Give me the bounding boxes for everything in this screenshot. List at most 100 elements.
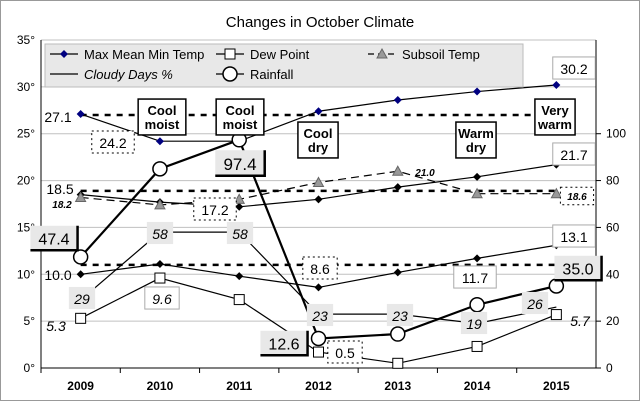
label-box	[91, 130, 135, 154]
legend-label: Dew Point	[250, 47, 310, 62]
data-label-text: 10.0	[44, 267, 71, 283]
diamond-marker	[76, 110, 85, 119]
data-label-text: 5.3	[46, 318, 66, 334]
data-label-text: 21.0	[414, 168, 435, 179]
data-label: 47.4	[30, 225, 79, 252]
data-label: 58	[226, 221, 254, 245]
diamond-marker	[393, 95, 402, 104]
square-marker	[313, 346, 324, 358]
square-marker	[224, 48, 236, 60]
circle-marker	[469, 296, 485, 313]
diamond-marker	[314, 283, 323, 292]
data-label: 29	[68, 286, 96, 310]
data-label-text: 11.7	[462, 270, 488, 286]
x-axis-tick-label: 2010	[147, 379, 174, 393]
label-box	[215, 150, 265, 176]
data-label: 18.6	[559, 186, 595, 206]
triangle-marker	[471, 187, 483, 199]
data-label-text: 29	[73, 291, 90, 307]
label-box	[453, 265, 497, 289]
data-label-text: warm	[537, 117, 572, 132]
data-label: 30.2	[552, 56, 596, 80]
legend-label: Subsoil Temp	[402, 47, 480, 62]
data-label: 23	[386, 303, 414, 327]
chart-title: Changes in October Climate	[226, 14, 414, 31]
square-marker	[471, 340, 483, 352]
triangle-marker	[376, 47, 388, 59]
left-axis-tick-label: 30°	[17, 80, 35, 94]
data-label-text: 5.7	[570, 313, 591, 329]
data-label-text: 24.2	[99, 135, 126, 151]
triangle-marker	[391, 165, 404, 176]
data-label: 24.2	[91, 130, 135, 154]
data-label-text: Cool	[226, 103, 255, 118]
x-axis-tick-label: 2014	[464, 379, 491, 393]
data-label-text: 19	[466, 316, 482, 332]
data-label-text: 30.2	[560, 61, 587, 77]
label-box	[306, 303, 334, 327]
legend-box	[44, 43, 524, 88]
left-axis-tick-label: 5°	[24, 314, 36, 328]
x-axis-tick-label: 2015	[543, 379, 570, 393]
label-shadow	[554, 255, 603, 282]
label-shadow	[30, 225, 79, 252]
triangle-marker	[74, 191, 87, 202]
data-label-text: Cool	[304, 126, 333, 141]
data-label: 0.5	[327, 340, 363, 364]
annotation-box	[137, 98, 187, 136]
triangle-marker	[550, 187, 563, 199]
data-label: 21.7	[552, 142, 596, 166]
data-label-text: Cool	[148, 103, 177, 118]
x-axis-tick-label: 2012	[305, 379, 332, 393]
diamond-marker	[314, 107, 323, 116]
right-axis-tick-label: 80	[606, 174, 620, 188]
data-label: 10.0	[44, 267, 71, 283]
legend-item: Rainfall	[216, 66, 293, 82]
label-box	[30, 225, 78, 251]
square-marker	[75, 312, 87, 324]
data-label: 18.2	[52, 200, 72, 211]
legend-label: Max Mean Min Temp	[84, 47, 204, 62]
data-label-text: 17.2	[201, 202, 228, 218]
data-label: 5.3	[46, 318, 66, 334]
diamond-marker	[235, 202, 244, 211]
label-box	[144, 286, 180, 310]
data-label-text: 27.1	[44, 109, 71, 125]
circle-marker	[152, 161, 168, 177]
label-box	[552, 224, 596, 248]
diamond-marker	[155, 137, 164, 146]
data-label: 26	[521, 291, 549, 315]
data-label: 27.1	[44, 109, 71, 125]
label-box	[521, 291, 549, 315]
data-label-text: dry	[308, 140, 329, 155]
data-label-text: moist	[145, 117, 180, 132]
diamond-marker	[60, 50, 68, 58]
label-box	[68, 286, 96, 310]
data-label-text: 18.6	[567, 192, 587, 203]
data-label-text: 21.7	[560, 147, 587, 163]
data-label-text: 13.1	[560, 229, 587, 245]
label-box	[302, 256, 338, 280]
data-label: 13.1	[552, 224, 596, 248]
data-label-text: 97.4	[223, 155, 256, 174]
label-box	[460, 311, 488, 335]
data-label-text: 12.6	[268, 337, 299, 354]
square-marker	[233, 294, 245, 306]
circle-marker	[310, 330, 327, 347]
right-axis-tick-label: 20	[606, 314, 620, 328]
data-label: 8.6	[302, 256, 338, 280]
data-label-text: 47.4	[38, 232, 69, 249]
data-label: 35.0	[554, 255, 603, 282]
data-label-text: 9.6	[152, 291, 172, 307]
legend-item: Dew Point	[216, 47, 310, 62]
series-4	[74, 165, 563, 210]
diamond-marker	[473, 254, 482, 263]
series-3	[75, 272, 562, 369]
data-label-text: 18.2	[52, 200, 72, 211]
data-label-text: dry	[466, 140, 487, 155]
left-axis-tick-label: 35°	[17, 33, 35, 47]
